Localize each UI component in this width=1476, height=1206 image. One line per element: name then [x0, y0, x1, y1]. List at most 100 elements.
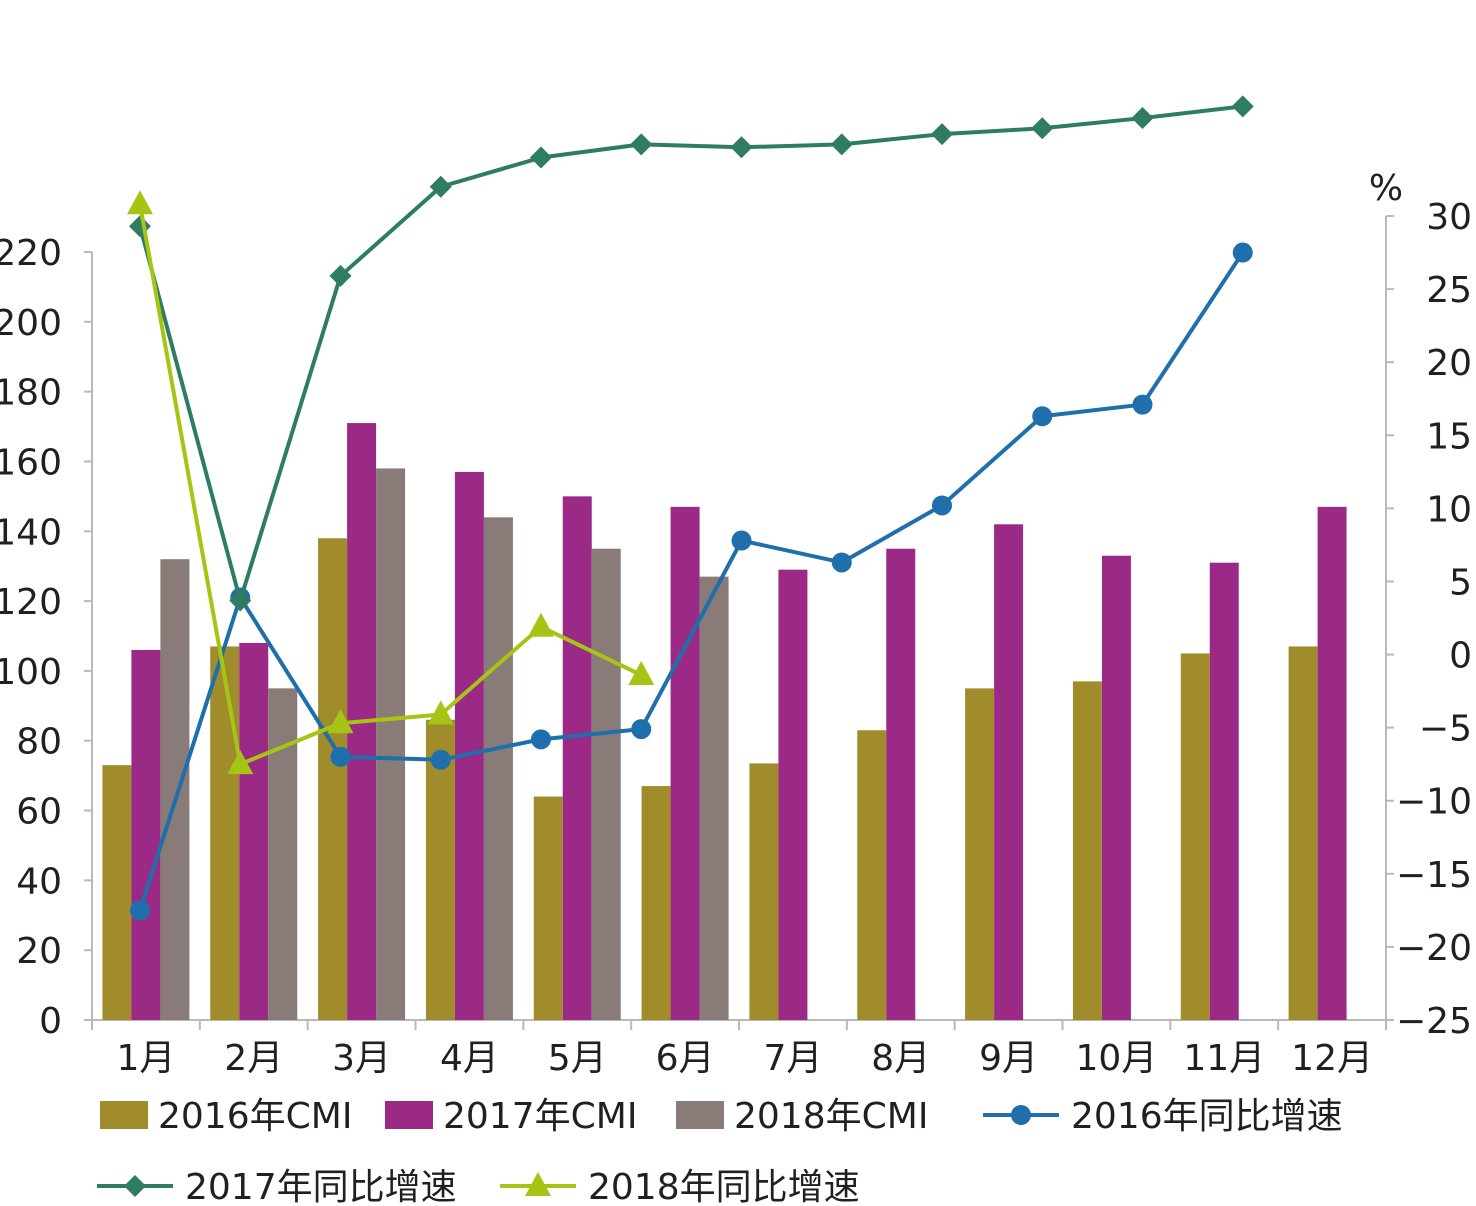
line-marker-point — [329, 264, 352, 287]
right-axis-unit: % — [1369, 168, 1403, 209]
right-tick-label: 5 — [1449, 562, 1472, 603]
legend-label: 2017年同比增速 — [185, 1167, 457, 1206]
legend-label: 2016年CMI — [158, 1096, 352, 1137]
bar — [239, 642, 269, 1020]
line-marker-point — [730, 136, 753, 159]
line-marker-point — [731, 530, 752, 551]
line-marker-point — [327, 709, 354, 734]
left-tick-label: 160 — [0, 442, 62, 483]
x-tick-label: 2月 — [224, 1038, 283, 1079]
bar — [778, 569, 808, 1020]
right-tick-label: −25 — [1396, 1001, 1472, 1042]
bar — [591, 548, 621, 1020]
line-marker-point — [227, 750, 254, 775]
bar — [425, 719, 455, 1020]
x-tick-label: 4月 — [440, 1038, 499, 1079]
bar — [1209, 562, 1239, 1020]
line-marker-point — [229, 589, 252, 612]
bar — [1180, 653, 1210, 1020]
x-tick-label: 8月 — [871, 1038, 930, 1079]
x-tick-label: 5月 — [548, 1038, 607, 1079]
bar — [483, 517, 513, 1020]
legend-swatch — [385, 1101, 433, 1129]
left-tick-label: 0 — [39, 1001, 62, 1042]
bar — [268, 688, 298, 1020]
line-marker-point — [129, 215, 151, 238]
right-tick-label: −5 — [1419, 709, 1472, 750]
x-tick-label: 11月 — [1183, 1038, 1265, 1079]
legend-swatch — [676, 1101, 724, 1129]
right-tick-label: 10 — [1426, 489, 1472, 530]
line-marker-point — [430, 749, 451, 770]
x-tick-label: 6月 — [656, 1038, 715, 1079]
line-marker-point — [127, 190, 153, 215]
line-marker-point — [1231, 95, 1254, 118]
series-line — [138, 104, 1243, 603]
line-marker-point — [427, 700, 454, 725]
line-marker-point — [830, 133, 853, 156]
x-tick-label: 9月 — [979, 1038, 1038, 1079]
bar — [454, 471, 484, 1021]
line-marker-point — [631, 719, 652, 740]
right-tick-label: 0 — [1449, 636, 1472, 677]
line-marker-point — [525, 1172, 551, 1196]
line-marker-point — [1031, 117, 1054, 140]
line-marker-point — [1232, 242, 1253, 263]
line-marker-point — [1032, 406, 1053, 427]
legend-label: 2018年CMI — [734, 1096, 928, 1137]
line-marker-point — [330, 746, 351, 767]
line-marker-point — [528, 612, 554, 637]
x-tick-label: 1月 — [116, 1038, 175, 1079]
legend: 2016年CMI 2017年CMI 2018年CMI 2016年同比增速 2017年同比… — [97, 1096, 1343, 1206]
right-tick-label: 30 — [1426, 197, 1472, 238]
x-tick-label: 7月 — [763, 1038, 822, 1079]
line-marker-point — [1132, 394, 1153, 415]
legend-label: 2016年同比增速 — [1071, 1096, 1343, 1137]
bar — [102, 765, 132, 1020]
left-tick-label: 100 — [0, 652, 62, 693]
line-marker-point — [531, 729, 551, 750]
bar — [318, 538, 348, 1020]
bar — [210, 646, 240, 1020]
line-marker-point — [1131, 107, 1154, 130]
line-marker-point — [630, 133, 653, 156]
line-marker-point — [429, 175, 452, 198]
line-marker-point — [1011, 1105, 1031, 1125]
bar — [562, 496, 592, 1020]
line-marker-point — [831, 552, 852, 573]
x-tick-label: 12月 — [1291, 1038, 1373, 1079]
bar — [886, 548, 916, 1020]
right-tick-label: 15 — [1426, 416, 1472, 457]
line-marker-point — [530, 146, 552, 169]
line-marker-point — [124, 1175, 146, 1197]
right-tick-label: −20 — [1396, 928, 1472, 969]
left-tick-label: 140 — [0, 512, 62, 553]
right-tick-label: 20 — [1426, 343, 1472, 384]
lines — [127, 95, 1254, 921]
series-line — [138, 203, 643, 767]
bar — [1101, 555, 1131, 1020]
left-tick-label: 220 — [0, 233, 62, 274]
right-tick-label: −15 — [1396, 855, 1472, 896]
bar — [749, 763, 779, 1020]
bar — [533, 796, 563, 1020]
left-tick-label: 120 — [0, 582, 62, 623]
bar — [1288, 646, 1318, 1020]
left-tick-label: 80 — [16, 722, 62, 763]
left-tick-label: 40 — [16, 861, 62, 902]
bar — [1317, 506, 1347, 1020]
bar — [160, 559, 190, 1020]
left-tick-label: 200 — [0, 303, 62, 344]
line-marker-point — [130, 900, 150, 921]
line-marker-point — [932, 495, 952, 516]
legend-label: 2017年CMI — [443, 1096, 637, 1137]
bar — [670, 506, 700, 1020]
bar — [376, 468, 406, 1020]
left-tick-label: 180 — [0, 373, 62, 414]
x-tick-label: 3月 — [332, 1038, 391, 1079]
bar — [131, 649, 161, 1020]
line-marker-point — [931, 123, 953, 146]
axes — [84, 215, 1394, 1030]
legend-swatch — [100, 1101, 148, 1129]
